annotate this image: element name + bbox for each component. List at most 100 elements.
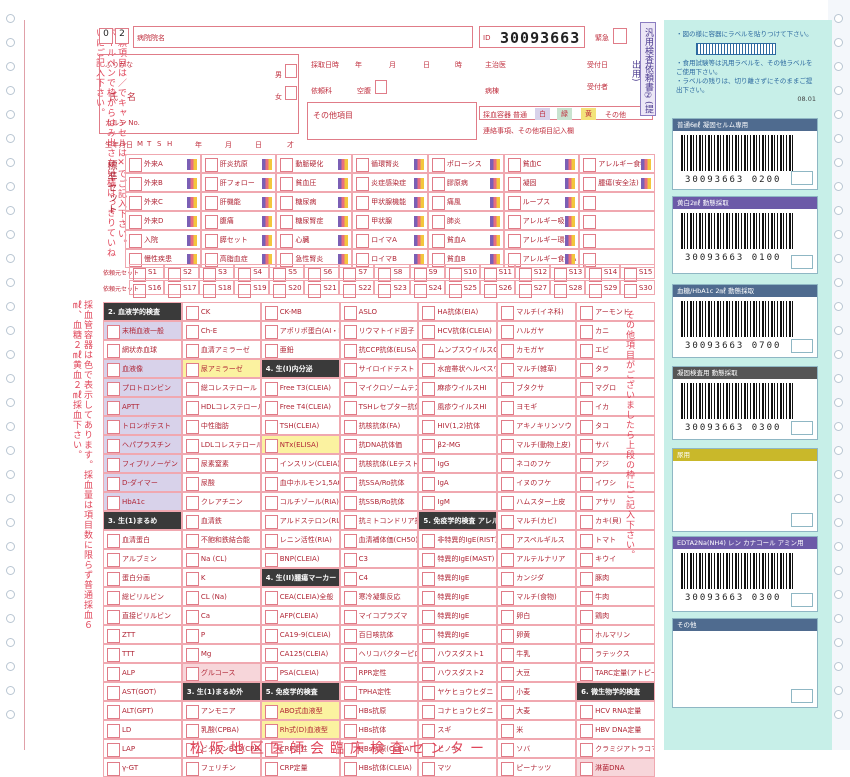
custom-set-checkbox[interactable]: S30: [619, 280, 655, 298]
test-checkbox-item[interactable]: TSH(CLEIA): [260, 416, 340, 435]
test-checkbox-item[interactable]: イワシ: [576, 473, 655, 492]
test-checkbox-item[interactable]: ALP: [103, 663, 182, 682]
test-checkbox-item[interactable]: CA125(CLEIA): [260, 644, 340, 663]
test-checkbox-item[interactable]: K: [181, 568, 261, 587]
set-checkbox-item[interactable]: 循環腎炎: [352, 154, 428, 173]
set-checkbox-item[interactable]: 腫瘍(安全法): [579, 173, 655, 192]
test-checkbox-item[interactable]: マルチ(食物): [497, 587, 577, 606]
test-checkbox-item[interactable]: ラテックス: [576, 644, 655, 663]
test-checkbox-item[interactable]: RPR定性: [339, 663, 419, 682]
test-checkbox-item[interactable]: Free T3(CLEIA): [260, 378, 340, 397]
test-checkbox-item[interactable]: 総ビリルビン: [103, 587, 182, 606]
test-checkbox-item[interactable]: HCV抗体(CLEIA): [418, 321, 498, 340]
test-checkbox-item[interactable]: Free T4(CLEIA): [260, 397, 340, 416]
test-checkbox-item[interactable]: トロンボテスト: [103, 416, 182, 435]
test-checkbox-item[interactable]: アサリ: [576, 492, 655, 511]
specimen-label-card[interactable]: 血糖/HbA1c 2㎖ 動態採取 30093663 0700: [672, 284, 818, 358]
test-checkbox-item[interactable]: ハルガヤ: [497, 321, 577, 340]
test-checkbox-item[interactable]: Ch-E: [181, 321, 261, 340]
test-checkbox-item[interactable]: アキノキリンソウ: [497, 416, 577, 435]
test-checkbox-item[interactable]: アルブミン: [103, 549, 182, 568]
test-checkbox-item[interactable]: 牛乳: [497, 644, 577, 663]
test-checkbox-item[interactable]: 水痘帯状ヘルペスウイルス: [418, 359, 498, 378]
test-checkbox-item[interactable]: インスリン(CLEIA): [260, 454, 340, 473]
test-checkbox-item[interactable]: マルチ(イネ科): [497, 302, 577, 321]
test-checkbox-item[interactable]: 血清補体価(CH50): [339, 530, 419, 549]
set-checkbox-item[interactable]: アレルギー食物Ⅰ: [579, 154, 655, 173]
test-checkbox-item[interactable]: HbA1c: [103, 492, 182, 511]
test-checkbox-item[interactable]: サイロイドテスト: [339, 359, 419, 378]
custom-set-checkbox[interactable]: S14: [584, 264, 620, 282]
specimen-label-card[interactable]: EDTA2Na(NH4) レン カナコール アミン用 30093663 0300: [672, 536, 818, 612]
other-items-box[interactable]: [307, 102, 477, 140]
test-checkbox-item[interactable]: LD: [103, 720, 182, 739]
test-checkbox-item[interactable]: Na (CL): [181, 549, 261, 568]
set-checkbox-item[interactable]: アレルギー環境: [503, 230, 580, 249]
test-checkbox-item[interactable]: C4: [339, 568, 419, 587]
test-checkbox-item[interactable]: タラ: [576, 359, 655, 378]
test-checkbox-item[interactable]: 豚肉: [576, 568, 655, 587]
test-checkbox-item[interactable]: イヌのフケ: [497, 473, 577, 492]
test-checkbox-item[interactable]: ヤケヒョウヒダニ: [418, 682, 498, 701]
test-checkbox-item[interactable]: マイコプラズマ: [339, 606, 419, 625]
test-checkbox-item[interactable]: アーモンド: [576, 302, 655, 321]
test-checkbox-item[interactable]: マルチ(カビ): [497, 511, 577, 530]
set-checkbox-item[interactable]: 外来A: [125, 154, 201, 173]
test-checkbox-item[interactable]: NTx(ELISA): [260, 435, 340, 454]
test-checkbox-item[interactable]: CK: [181, 302, 261, 321]
test-checkbox-item[interactable]: HBs抗原: [339, 701, 419, 720]
test-checkbox-item[interactable]: スギ: [418, 720, 498, 739]
test-checkbox-item[interactable]: 百日咳抗体: [339, 625, 419, 644]
custom-set-checkbox[interactable]: S25: [444, 280, 480, 298]
test-checkbox-item[interactable]: HBs抗体: [339, 720, 419, 739]
custom-set-checkbox[interactable]: S15: [619, 264, 655, 282]
custom-set-checkbox[interactable]: S20: [269, 280, 305, 298]
test-checkbox-item[interactable]: イカ: [576, 397, 655, 416]
test-checkbox-item[interactable]: サバ: [576, 435, 655, 454]
test-checkbox-item[interactable]: 直接ビリルビン: [103, 606, 182, 625]
test-checkbox-item[interactable]: 亜鉛: [260, 340, 340, 359]
test-checkbox-item[interactable]: コルチゾール(RIA): [260, 492, 340, 511]
test-checkbox-item[interactable]: トマト: [576, 530, 655, 549]
test-checkbox-item[interactable]: ALT(GPT): [103, 701, 182, 720]
test-checkbox-item[interactable]: タコ: [576, 416, 655, 435]
specimen-label-card[interactable]: 黄白2㎖ 動態採取 30093663 0100: [672, 196, 818, 274]
custom-set-checkbox[interactable]: S7: [339, 264, 375, 282]
test-checkbox-item[interactable]: 蛋白分画: [103, 568, 182, 587]
test-checkbox-item[interactable]: TTT: [103, 644, 182, 663]
set-checkbox-item[interactable]: [579, 211, 655, 230]
test-checkbox-item[interactable]: 特異的IgE: [418, 606, 498, 625]
set-checkbox-item[interactable]: 入院: [125, 230, 201, 249]
test-checkbox-item[interactable]: 小麦: [497, 682, 577, 701]
test-checkbox-item[interactable]: アポリポ蛋白(AI・B・E): [260, 321, 340, 340]
set-checkbox-item[interactable]: [579, 249, 655, 268]
custom-set-checkbox[interactable]: S9: [409, 264, 445, 282]
test-checkbox-item[interactable]: ヨモギ: [497, 397, 577, 416]
test-checkbox-item[interactable]: Ca: [181, 606, 261, 625]
test-checkbox-item[interactable]: カンジダ: [497, 568, 577, 587]
test-checkbox-item[interactable]: ヘパプラスチン: [103, 435, 182, 454]
set-checkbox-item[interactable]: 動脈硬化: [276, 154, 353, 173]
test-checkbox-item[interactable]: 特異的IgE: [418, 568, 498, 587]
test-checkbox-item[interactable]: 抗核抗体(LEテスト): [339, 454, 419, 473]
test-checkbox-item[interactable]: 風疹ウイルスHI: [418, 397, 498, 416]
test-checkbox-item[interactable]: ピーナッツ: [497, 758, 577, 777]
test-checkbox-item[interactable]: マルチ(雑草): [497, 359, 577, 378]
test-checkbox-item[interactable]: ハウスダスト1: [418, 644, 498, 663]
test-checkbox-item[interactable]: 尿素窒素: [181, 454, 261, 473]
test-checkbox-item[interactable]: CRP定量: [260, 758, 340, 777]
test-checkbox-item[interactable]: 抗SSA/Ro抗体: [339, 473, 419, 492]
set-checkbox-item[interactable]: ループス: [503, 192, 580, 211]
test-checkbox-item[interactable]: マグロ: [576, 378, 655, 397]
test-checkbox-item[interactable]: フィブリノーゲン: [103, 454, 182, 473]
set-checkbox-item[interactable]: 心臓: [276, 230, 353, 249]
era-m[interactable]: M: [137, 140, 144, 148]
test-checkbox-item[interactable]: アジ: [576, 454, 655, 473]
set-checkbox-item[interactable]: 糖尿腎症: [276, 211, 353, 230]
custom-set-checkbox[interactable]: S28: [549, 280, 585, 298]
test-checkbox-item[interactable]: 麻疹ウイルスHI: [418, 378, 498, 397]
test-checkbox-item[interactable]: ハウスダスト2: [418, 663, 498, 682]
test-checkbox-item[interactable]: IgM: [418, 492, 498, 511]
test-checkbox-item[interactable]: 抗CCP抗体(ELISA): [339, 340, 419, 359]
custom-set-checkbox[interactable]: S11: [479, 264, 515, 282]
